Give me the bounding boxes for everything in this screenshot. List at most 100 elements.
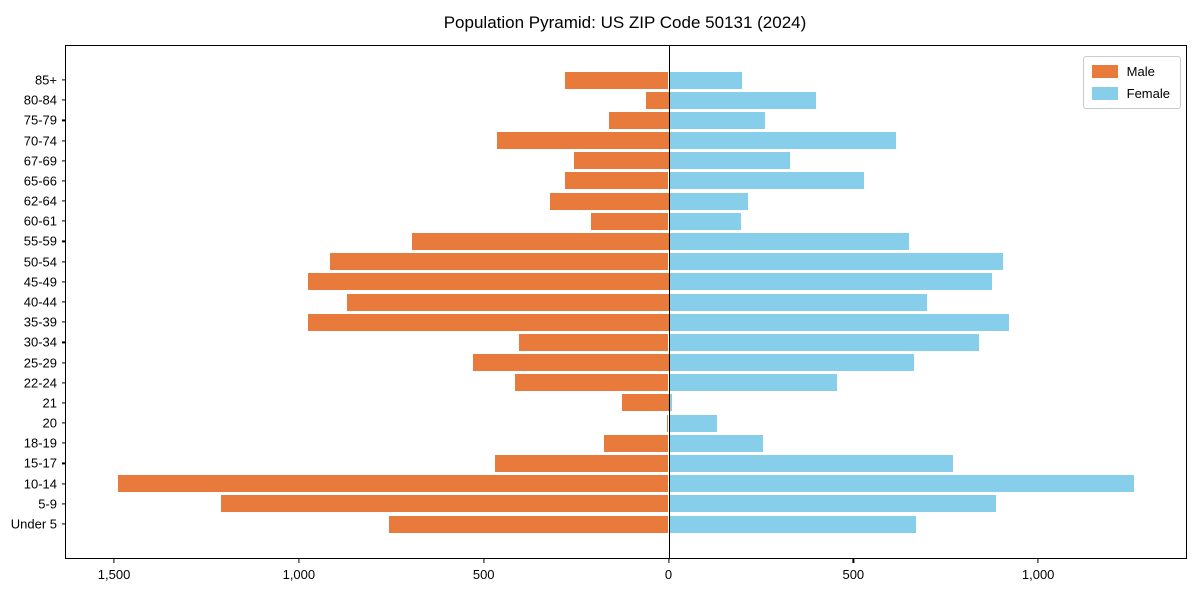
bar-male-15-17 <box>494 454 669 472</box>
y-tick-label-40-44: 40-44 <box>23 294 57 310</box>
bar-female-50-54 <box>668 253 1004 271</box>
chart-title: Population Pyramid: US ZIP Code 50131 (2… <box>443 13 807 32</box>
y-tick-mark <box>62 442 66 444</box>
bar-male-25-29 <box>472 354 669 372</box>
bar-male-75-79 <box>609 111 669 129</box>
bar-male-21 <box>622 394 669 412</box>
legend: Male Female <box>1082 56 1181 109</box>
bar-female-55-59 <box>668 232 909 250</box>
y-tick-mark <box>62 301 66 303</box>
bar-female-5-9 <box>668 495 996 513</box>
y-tick-label-75-79: 75-79 <box>23 112 57 128</box>
bar-female-22-24 <box>668 374 837 392</box>
bar-male-18-19 <box>603 434 669 452</box>
x-tick-mark <box>298 558 300 563</box>
bar-female-80-84 <box>668 91 817 109</box>
y-tick-label-65-66: 65-66 <box>23 173 57 189</box>
y-tick-mark <box>62 180 66 182</box>
y-tick-mark <box>62 281 66 283</box>
bar-male-70-74 <box>496 132 669 150</box>
x-tick-label-500: 500 <box>842 567 865 582</box>
y-tick-mark <box>62 503 66 505</box>
legend-label-male: Male <box>1126 64 1155 79</box>
bar-male-45-49 <box>308 273 669 291</box>
y-tick-label-85+: 85+ <box>34 72 57 88</box>
bar-female-85+ <box>668 71 743 89</box>
bar-male-85+ <box>565 71 669 89</box>
y-tick-label-15-17: 15-17 <box>23 455 57 471</box>
legend-entry-female: Female <box>1091 86 1170 101</box>
y-tick-label-55-59: 55-59 <box>23 233 57 249</box>
bar-female-75-79 <box>668 111 765 129</box>
bar-male-Under 5 <box>389 515 669 533</box>
plot-area: Male Female 85+ 80-84 75-79 70-74 67-69 65-66… <box>11 45 1187 582</box>
bar-female-18-19 <box>668 434 763 452</box>
bar-male-5-9 <box>221 495 669 513</box>
y-tick-mark <box>62 462 66 465</box>
y-tick-mark <box>62 139 66 142</box>
y-tick-mark <box>62 79 66 81</box>
bar-male-20 <box>667 414 669 432</box>
y-tick-label-30-34: 30-34 <box>23 334 57 350</box>
y-tick-label-60-61: 60-61 <box>23 213 57 229</box>
bar-male-55-59 <box>411 232 669 250</box>
y-tick-mark <box>62 321 66 323</box>
x-tick-mark <box>1037 558 1039 563</box>
y-tick-mark <box>62 220 66 222</box>
y-tick-mark <box>62 99 66 101</box>
bar-male-30-34 <box>518 333 669 351</box>
bar-male-60-61 <box>590 212 669 230</box>
y-tick-label-35-39: 35-39 <box>23 314 57 330</box>
y-tick-label-Under 5: Under 5 <box>10 516 57 532</box>
bar-male-65-66 <box>565 172 669 190</box>
y-tick-label-62-64: 62-64 <box>23 193 57 209</box>
y-tick-mark <box>62 523 66 525</box>
y-tick-mark <box>62 422 66 424</box>
bar-female-21 <box>668 394 673 412</box>
bar-female-25-29 <box>668 354 915 372</box>
y-tick-mark <box>62 200 66 202</box>
y-tick-label-10-14: 10-14 <box>23 476 57 492</box>
bar-female-10-14 <box>668 475 1135 493</box>
x-tick-label-1,000: 1,000 <box>1021 567 1055 582</box>
x-tick-label-0: 0 <box>664 567 673 582</box>
y-tick-label-20: 20 <box>42 415 57 431</box>
y-tick-label-25-29: 25-29 <box>23 355 57 371</box>
y-tick-mark <box>62 402 66 404</box>
y-tick-mark <box>62 483 66 485</box>
bar-female-70-74 <box>668 132 896 150</box>
y-tick-label-50-54: 50-54 <box>23 254 57 270</box>
bar-female-30-34 <box>668 333 979 351</box>
bar-female-45-49 <box>668 273 992 291</box>
y-tick-label-5-9: 5-9 <box>38 496 57 512</box>
bar-male-50-54 <box>330 253 669 271</box>
bar-female-65-66 <box>668 172 865 190</box>
bar-male-10-14 <box>117 475 669 493</box>
bar-male-80-84 <box>646 91 669 109</box>
zero-axis-line <box>668 46 670 558</box>
y-tick-mark <box>62 240 66 243</box>
y-tick-label-21: 21 <box>42 395 57 411</box>
x-tick-mark <box>667 558 670 563</box>
x-tick-label-1,000: 1,000 <box>282 567 316 582</box>
y-tick-label-70-74: 70-74 <box>23 133 57 149</box>
bar-female-20 <box>668 414 717 432</box>
x-tick-mark <box>852 558 854 563</box>
bar-male-35-39 <box>308 313 669 331</box>
y-tick-mark <box>62 261 66 263</box>
y-tick-mark <box>62 160 66 162</box>
bar-female-67-69 <box>668 152 791 170</box>
bar-male-40-44 <box>346 293 669 311</box>
legend-label-female: Female <box>1126 86 1170 101</box>
bar-female-40-44 <box>668 293 928 311</box>
y-tick-mark <box>62 341 66 343</box>
bar-male-62-64 <box>550 192 669 210</box>
bar-male-67-69 <box>574 152 669 170</box>
y-tick-label-18-19: 18-19 <box>23 435 57 451</box>
male-swatch-icon <box>1091 65 1118 78</box>
bar-female-35-39 <box>668 313 1009 331</box>
female-swatch-icon <box>1091 87 1118 100</box>
y-tick-label-80-84: 80-84 <box>23 92 57 108</box>
bar-female-Under 5 <box>668 515 917 533</box>
